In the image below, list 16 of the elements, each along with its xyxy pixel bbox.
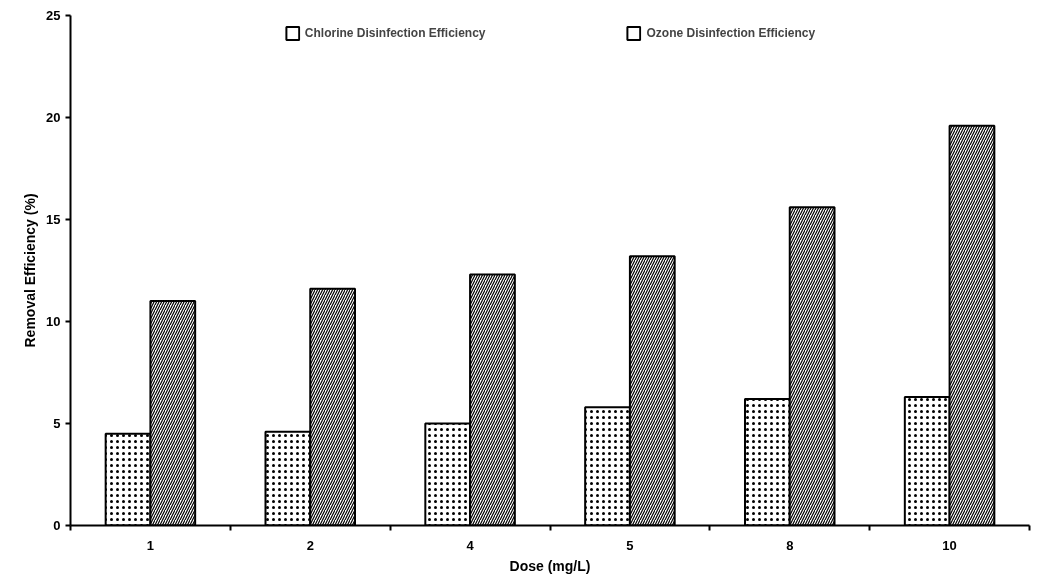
x-tick-label: 4 <box>466 537 475 553</box>
y-tick-label: 0 <box>53 518 61 533</box>
y-axis-title: Removal Efficiency (%) <box>22 193 39 348</box>
y-tick-label: 5 <box>53 416 61 431</box>
legend-label: Chlorine Disinfection Efficiency <box>304 26 486 40</box>
y-tick-label: 15 <box>46 212 61 227</box>
x-axis-title: Dose (mg/L) <box>509 557 591 574</box>
x-tick-label: 2 <box>306 537 314 553</box>
legend-label: Ozone Disinfection Efficiency <box>646 26 816 40</box>
y-tick-label: 10 <box>46 314 61 329</box>
x-tick-label: 10 <box>942 537 957 553</box>
y-tick-label: 20 <box>46 110 61 125</box>
x-tick-label: 8 <box>786 537 794 553</box>
x-tick-label: 5 <box>626 537 634 553</box>
x-tick-label: 1 <box>146 537 155 553</box>
y-tick-label: 25 <box>46 8 61 23</box>
